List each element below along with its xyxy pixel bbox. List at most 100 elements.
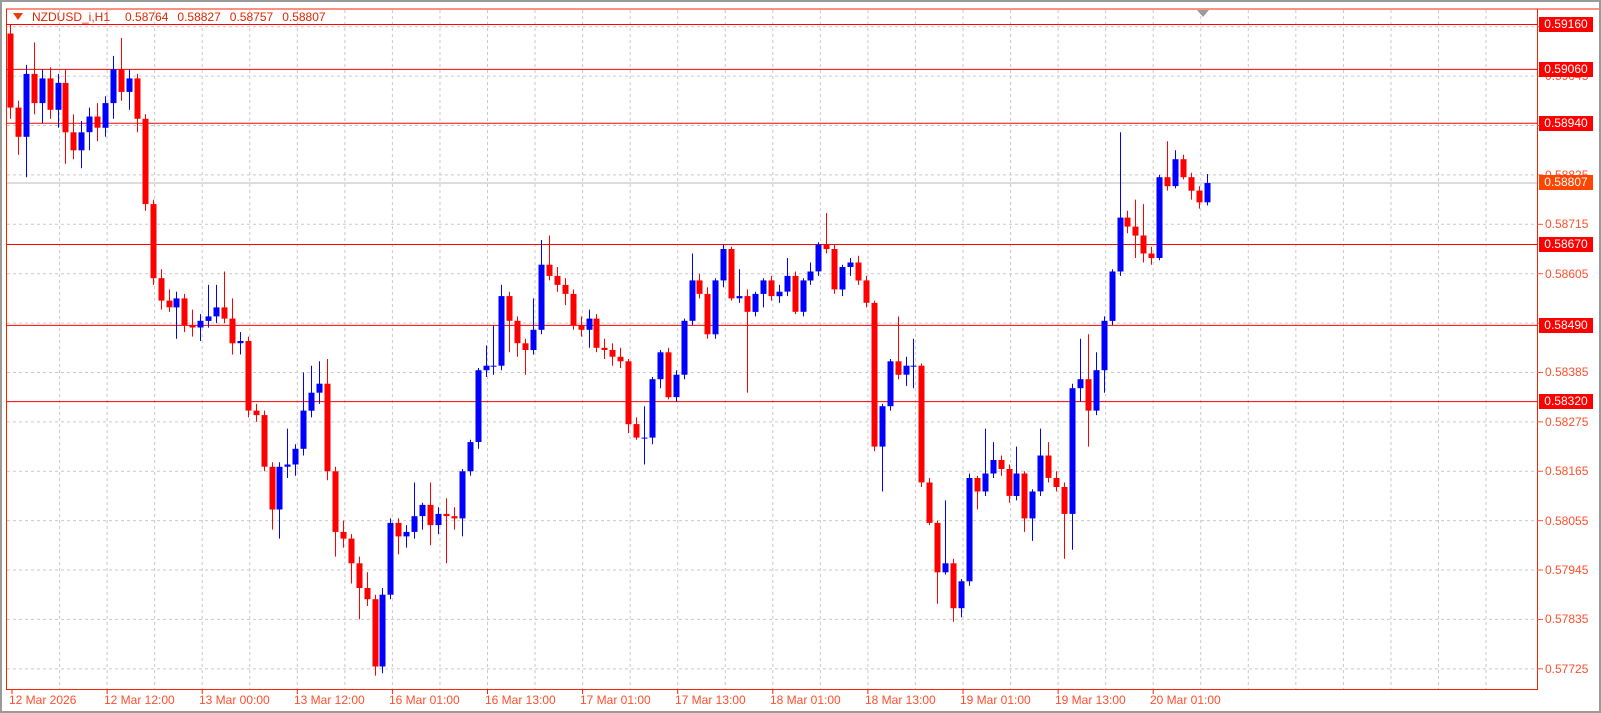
- candle-body: [39, 78, 46, 104]
- candle-bullish: [990, 442, 997, 478]
- candle-body: [47, 78, 54, 110]
- candle-bearish: [514, 316, 521, 357]
- symbol-dropdown-icon[interactable]: [13, 13, 23, 20]
- candle-bearish: [665, 347, 672, 400]
- candle-body: [332, 471, 339, 532]
- candle-bullish: [1077, 338, 1084, 402]
- candle-body: [142, 118, 149, 205]
- candle-bearish: [1188, 172, 1195, 200]
- candle-bullish: [720, 244, 727, 288]
- candle-bearish: [1124, 210, 1131, 234]
- candle-body: [966, 478, 973, 582]
- price-line-label: 0.59160: [1539, 17, 1593, 32]
- price-tick-label: 0.58055: [1545, 514, 1589, 528]
- candle-body: [704, 293, 711, 335]
- candle-body: [379, 594, 386, 667]
- candle-body: [712, 280, 719, 335]
- candle-bearish: [1045, 442, 1052, 483]
- candle-body: [459, 471, 466, 519]
- candle-bullish: [982, 428, 989, 496]
- candle-bearish: [934, 520, 941, 604]
- candle-body: [847, 262, 854, 267]
- candle-bearish: [15, 100, 22, 155]
- chart-shift-marker-icon[interactable]: [1197, 10, 1209, 17]
- candle-body: [586, 318, 593, 330]
- candle-body: [768, 280, 775, 297]
- candle-bearish: [261, 410, 268, 472]
- price-tick-label: 0.58605: [1545, 267, 1589, 281]
- candle-bearish: [895, 316, 902, 380]
- candle-bullish: [1069, 383, 1076, 550]
- candle-bearish: [364, 572, 371, 606]
- candle-bearish: [348, 534, 355, 584]
- candle-bearish: [633, 417, 640, 440]
- candle-bullish: [641, 406, 648, 465]
- candle-body: [229, 318, 236, 344]
- candle-bullish: [910, 338, 917, 389]
- candle-body: [134, 78, 141, 119]
- candle-body: [926, 482, 933, 523]
- time-tick-label: 17 Mar 01:00: [580, 693, 651, 707]
- candle-bearish: [31, 42, 38, 115]
- candle-body: [720, 249, 727, 281]
- candle-body: [126, 78, 133, 92]
- candle-body: [324, 383, 331, 472]
- candle-body: [696, 280, 703, 294]
- candle-body: [815, 244, 822, 272]
- candle-body: [395, 522, 402, 537]
- price-line-label: 0.58490: [1539, 318, 1593, 333]
- candle-body: [910, 365, 917, 367]
- candle-body: [617, 356, 624, 362]
- candle-bearish: [166, 289, 173, 312]
- candle-body: [245, 341, 252, 411]
- candle-body: [364, 588, 371, 600]
- candle-bullish: [237, 332, 244, 355]
- candle-bearish: [427, 482, 434, 546]
- candle-body: [998, 460, 1005, 469]
- candle-body: [7, 33, 14, 108]
- candle-body: [1093, 370, 1100, 411]
- candle-body: [974, 478, 981, 492]
- candle-body: [403, 531, 410, 537]
- candle-bullish: [736, 269, 743, 303]
- candle-body: [982, 473, 989, 492]
- candle-body: [1045, 455, 1052, 478]
- candle-bearish: [1196, 186, 1203, 209]
- candle-body: [451, 516, 458, 519]
- candle-body: [237, 341, 244, 344]
- candle-bullish: [1172, 150, 1179, 189]
- candle-bearish: [792, 271, 799, 315]
- candle-bullish: [800, 278, 807, 317]
- current-price-label: 0.58807: [1539, 175, 1593, 190]
- candle-bearish: [1148, 246, 1155, 265]
- candle-bearish: [593, 314, 600, 353]
- candle-bearish: [181, 293, 188, 333]
- candle-bullish: [490, 325, 497, 375]
- candle-bullish: [1037, 428, 1044, 496]
- candle-bearish: [728, 246, 735, 301]
- candle-bullish: [752, 291, 759, 317]
- candle-bearish: [831, 244, 838, 294]
- candle-body: [506, 296, 513, 321]
- candle-bearish: [158, 269, 165, 310]
- candle-bullish: [689, 253, 696, 326]
- candle-bearish: [1140, 204, 1147, 263]
- candle-body: [807, 271, 814, 281]
- candle-bearish: [70, 114, 77, 160]
- candle-body: [411, 516, 418, 532]
- candle-bullish: [1093, 352, 1100, 416]
- candle-bearish: [118, 38, 125, 101]
- candle-bearish: [7, 24, 14, 119]
- chart-title-bar: NZDUSD_i,H1 0.58764 0.58827 0.58757 0.58…: [13, 9, 326, 24]
- candle-body: [427, 504, 434, 526]
- candle-bullish: [712, 278, 719, 339]
- price-line-label: 0.58940: [1539, 116, 1593, 131]
- candle-bullish: [879, 403, 886, 492]
- candle-body: [467, 442, 474, 472]
- candle-body: [918, 365, 925, 483]
- candle-body: [593, 318, 600, 348]
- candle-bullish: [419, 502, 426, 530]
- candle-body: [863, 280, 870, 303]
- candle-bearish: [1164, 141, 1171, 191]
